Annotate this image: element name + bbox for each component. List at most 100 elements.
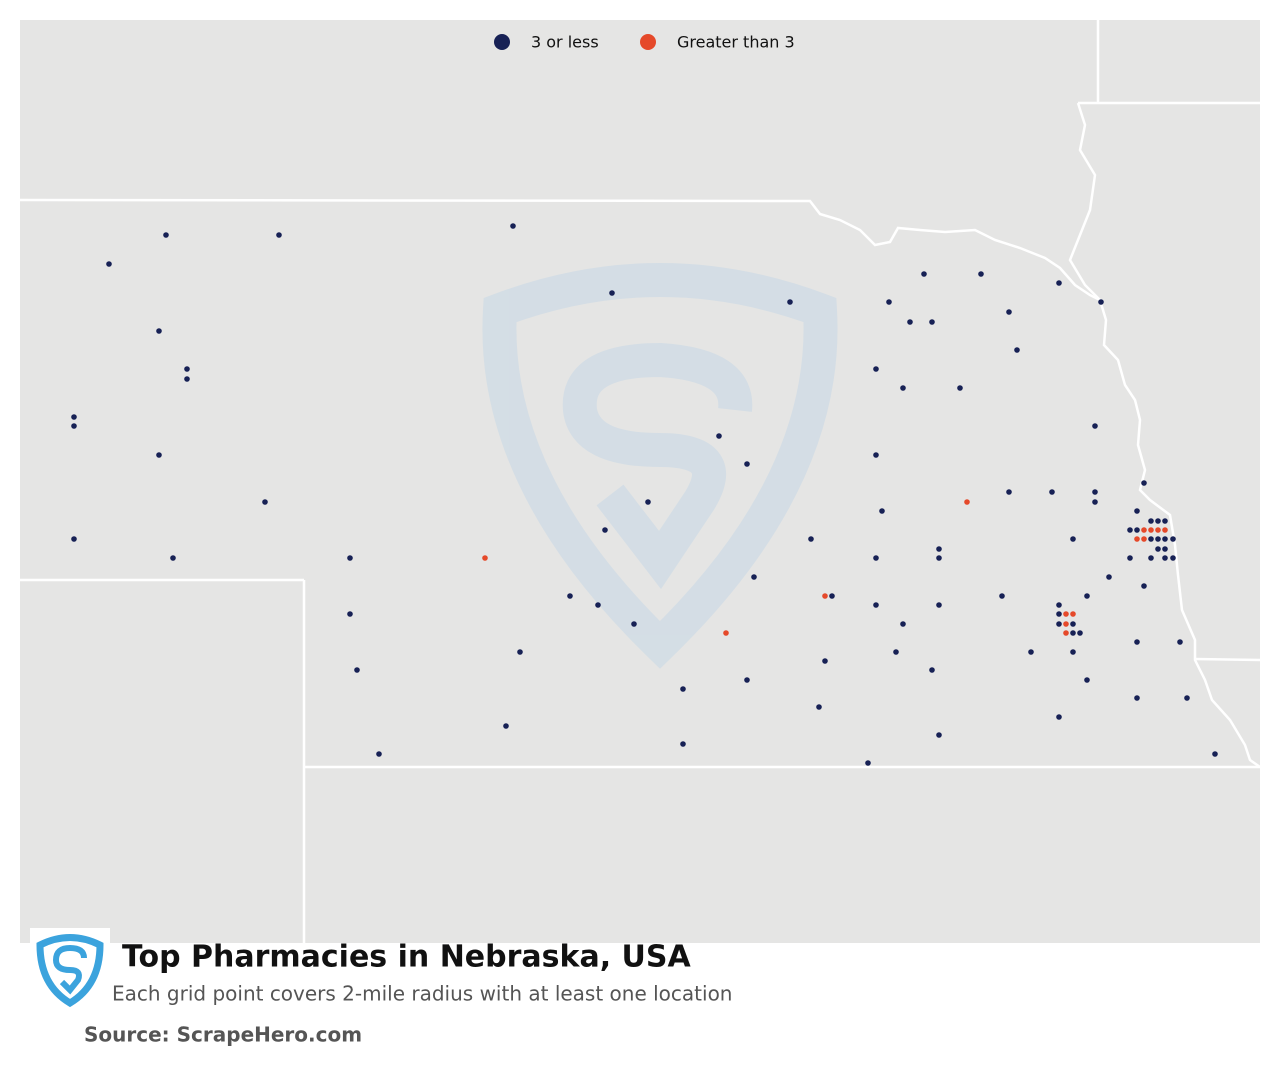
title: Top Pharmacies in Nebraska, USA — [122, 940, 692, 975]
location-dot — [376, 751, 382, 757]
location-dot — [1134, 695, 1140, 701]
location-dot — [1077, 630, 1083, 636]
location-dot — [999, 593, 1005, 599]
location-dot — [964, 499, 970, 505]
legend-label: 3 or less — [531, 33, 599, 52]
location-dot — [1141, 536, 1147, 542]
location-dot — [1134, 508, 1140, 514]
location-dot — [1148, 555, 1154, 561]
legend-label: Greater than 3 — [677, 33, 795, 52]
location-dot — [1148, 527, 1154, 533]
location-dot — [680, 686, 686, 692]
location-dot — [71, 536, 77, 542]
border — [1194, 657, 1261, 662]
location-dot — [1006, 489, 1012, 495]
watermark — [482, 263, 838, 669]
location-dot — [1184, 695, 1190, 701]
location-dot — [1084, 593, 1090, 599]
location-dot — [1177, 639, 1183, 645]
location-dot — [1134, 527, 1140, 533]
location-dot — [873, 555, 879, 561]
location-dot — [1056, 611, 1062, 617]
logo — [36, 934, 104, 1008]
location-dot — [1162, 527, 1168, 533]
location-dot — [482, 555, 488, 561]
location-dot — [822, 593, 828, 599]
location-dot — [936, 602, 942, 608]
location-dot — [957, 385, 963, 391]
location-dot — [184, 366, 190, 372]
location-dot — [631, 621, 637, 627]
location-dot — [751, 574, 757, 580]
location-dot — [900, 621, 906, 627]
location-dot — [893, 649, 899, 655]
location-dot — [1006, 309, 1012, 315]
location-dot — [873, 366, 879, 372]
location-dot — [1028, 649, 1034, 655]
location-dot — [1134, 536, 1140, 542]
location-dot — [645, 499, 651, 505]
location-dot — [184, 376, 190, 382]
dots — [71, 223, 1218, 766]
location-dot — [1070, 621, 1076, 627]
location-dot — [886, 299, 892, 305]
location-dot — [1155, 527, 1161, 533]
location-dot — [1056, 621, 1062, 627]
location-dot — [262, 499, 268, 505]
location-dot — [1162, 536, 1168, 542]
location-dot — [1141, 480, 1147, 486]
location-dot — [744, 461, 750, 467]
location-dot — [276, 232, 282, 238]
location-dot — [829, 593, 835, 599]
location-dot — [609, 290, 615, 296]
location-dot — [1141, 583, 1147, 589]
location-dot — [873, 602, 879, 608]
location-dot — [1098, 299, 1104, 305]
location-dot — [510, 223, 516, 229]
location-dot — [1092, 499, 1098, 505]
location-dot — [503, 723, 509, 729]
location-dot — [1049, 489, 1055, 495]
location-dot — [1148, 536, 1154, 542]
location-dot — [787, 299, 793, 305]
location-dot — [1084, 677, 1090, 683]
location-dot — [865, 760, 871, 766]
location-dot — [71, 414, 77, 420]
location-dot — [1148, 518, 1154, 524]
location-dot — [716, 433, 722, 439]
location-dot — [1155, 546, 1161, 552]
logo — [52, 944, 87, 995]
legend: 3 or less Greater than 3 — [494, 33, 795, 52]
location-dot — [1170, 555, 1176, 561]
location-dot — [1070, 536, 1076, 542]
location-dot — [1162, 546, 1168, 552]
source: Source: ScrapeHero.com — [84, 1023, 362, 1047]
subtitle: Each grid point covers 2-mile radius wit… — [112, 982, 732, 1006]
location-dot — [929, 667, 935, 673]
location-dot — [1014, 347, 1020, 353]
location-dot — [1127, 555, 1133, 561]
location-dot — [1063, 611, 1069, 617]
location-dot — [567, 593, 573, 599]
location-dot — [1141, 527, 1147, 533]
location-dot — [1070, 649, 1076, 655]
location-dot — [517, 649, 523, 655]
location-dot — [723, 630, 729, 636]
location-dot — [1056, 714, 1062, 720]
location-dot — [929, 319, 935, 325]
nebraska-border — [19, 198, 1261, 769]
river-border — [1068, 102, 1101, 301]
location-dot — [1092, 423, 1098, 429]
location-dot — [936, 555, 942, 561]
location-dot — [816, 704, 822, 710]
location-dot — [1056, 602, 1062, 608]
location-dot — [1170, 536, 1176, 542]
location-dot — [1134, 639, 1140, 645]
location-dot — [936, 732, 942, 738]
location-dot — [602, 527, 608, 533]
location-dot — [873, 452, 879, 458]
location-dot — [347, 555, 353, 561]
location-dot — [1056, 280, 1062, 286]
location-dot — [1070, 611, 1076, 617]
